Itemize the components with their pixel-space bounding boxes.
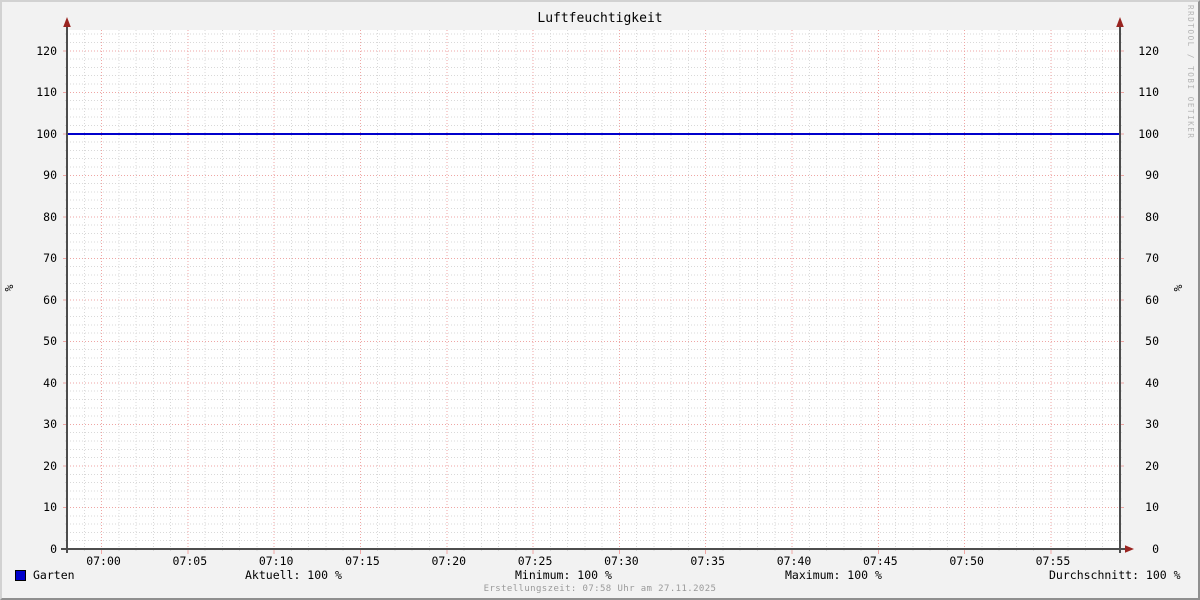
y-tick-label-left: 40: [43, 375, 57, 390]
y-axis-unit-right: %: [1171, 284, 1185, 292]
y-tick-label-right: 10: [1145, 500, 1159, 515]
y-tick-label-right: 120: [1138, 43, 1159, 58]
y-tick-label-right: 70: [1145, 251, 1159, 266]
y-tick-label-left: 20: [43, 458, 57, 473]
y-tick-label-left: 120: [36, 43, 57, 58]
stat-aktuell: Aktuell: 100 %: [245, 568, 342, 582]
stat-maximum: Maximum: 100 %: [785, 568, 882, 582]
y-axis-unit-left: %: [2, 284, 16, 292]
x-tick-label: 07:30: [604, 554, 639, 568]
y-tick-label-left: 10: [43, 500, 57, 515]
y-tick-label-left: 50: [43, 334, 57, 349]
graph-title: Luftfeuchtigkeit: [537, 11, 663, 26]
y-tick-label-right: 20: [1145, 458, 1159, 473]
x-tick-label: 07:15: [345, 554, 380, 568]
x-tick-label: 07:10: [258, 554, 294, 568]
rrdtool-watermark: RRDTOOL / TOBI OETIKER: [1186, 5, 1195, 140]
y-tick-label-left: 0: [50, 542, 57, 556]
legend-series-label: Garten: [33, 568, 75, 582]
stat-durchschnitt: Durchschnitt: 100 %: [1049, 568, 1181, 582]
y-axis-arrow-left: [63, 17, 71, 27]
y-tick-label-right: 60: [1145, 292, 1159, 307]
x-tick-label: 07:45: [863, 554, 898, 568]
y-axis-arrow-right: [1116, 17, 1124, 27]
y-tick-label-left: 80: [43, 209, 57, 224]
stat-minimum: Minimum: 100 %: [515, 568, 612, 582]
y-tick-label-right: 110: [1138, 85, 1159, 100]
x-tick-label: 07:55: [1035, 554, 1071, 568]
y-tick-label-left: 90: [43, 168, 57, 183]
creation-time: Erstellungszeit: 07:58 Uhr am 27.11.2025: [483, 584, 717, 594]
y-tick-label-left: 100: [36, 126, 57, 141]
y-tick-label-right: 0: [1152, 542, 1159, 556]
x-tick-label: 07:35: [690, 554, 726, 568]
x-tick-label: 07:50: [949, 554, 984, 568]
x-tick-label: 07:20: [431, 554, 467, 568]
legend-row: Garten Aktuell: 100 % Minimum: 100 % Max…: [2, 568, 1198, 584]
x-tick-label: 07:00: [86, 554, 121, 568]
y-tick-label-right: 50: [1145, 334, 1159, 349]
y-tick-label-right: 80: [1145, 209, 1159, 224]
y-tick-label-left: 30: [43, 417, 57, 432]
y-tick-label-left: 110: [36, 85, 57, 100]
x-tick-label: 07:25: [517, 554, 553, 568]
y-tick-label-right: 40: [1145, 375, 1159, 390]
x-axis-arrow: [1125, 545, 1134, 553]
x-tick-label: 07:40: [776, 554, 812, 568]
y-tick-label-right: 100: [1138, 126, 1159, 141]
y-tick-label-right: 30: [1145, 417, 1159, 432]
x-tick-label: 07:05: [172, 554, 208, 568]
y-tick-label-right: 90: [1145, 168, 1159, 183]
y-tick-label-left: 70: [43, 251, 57, 266]
legend-color-swatch: [15, 570, 26, 581]
y-tick-label-left: 60: [43, 292, 57, 307]
